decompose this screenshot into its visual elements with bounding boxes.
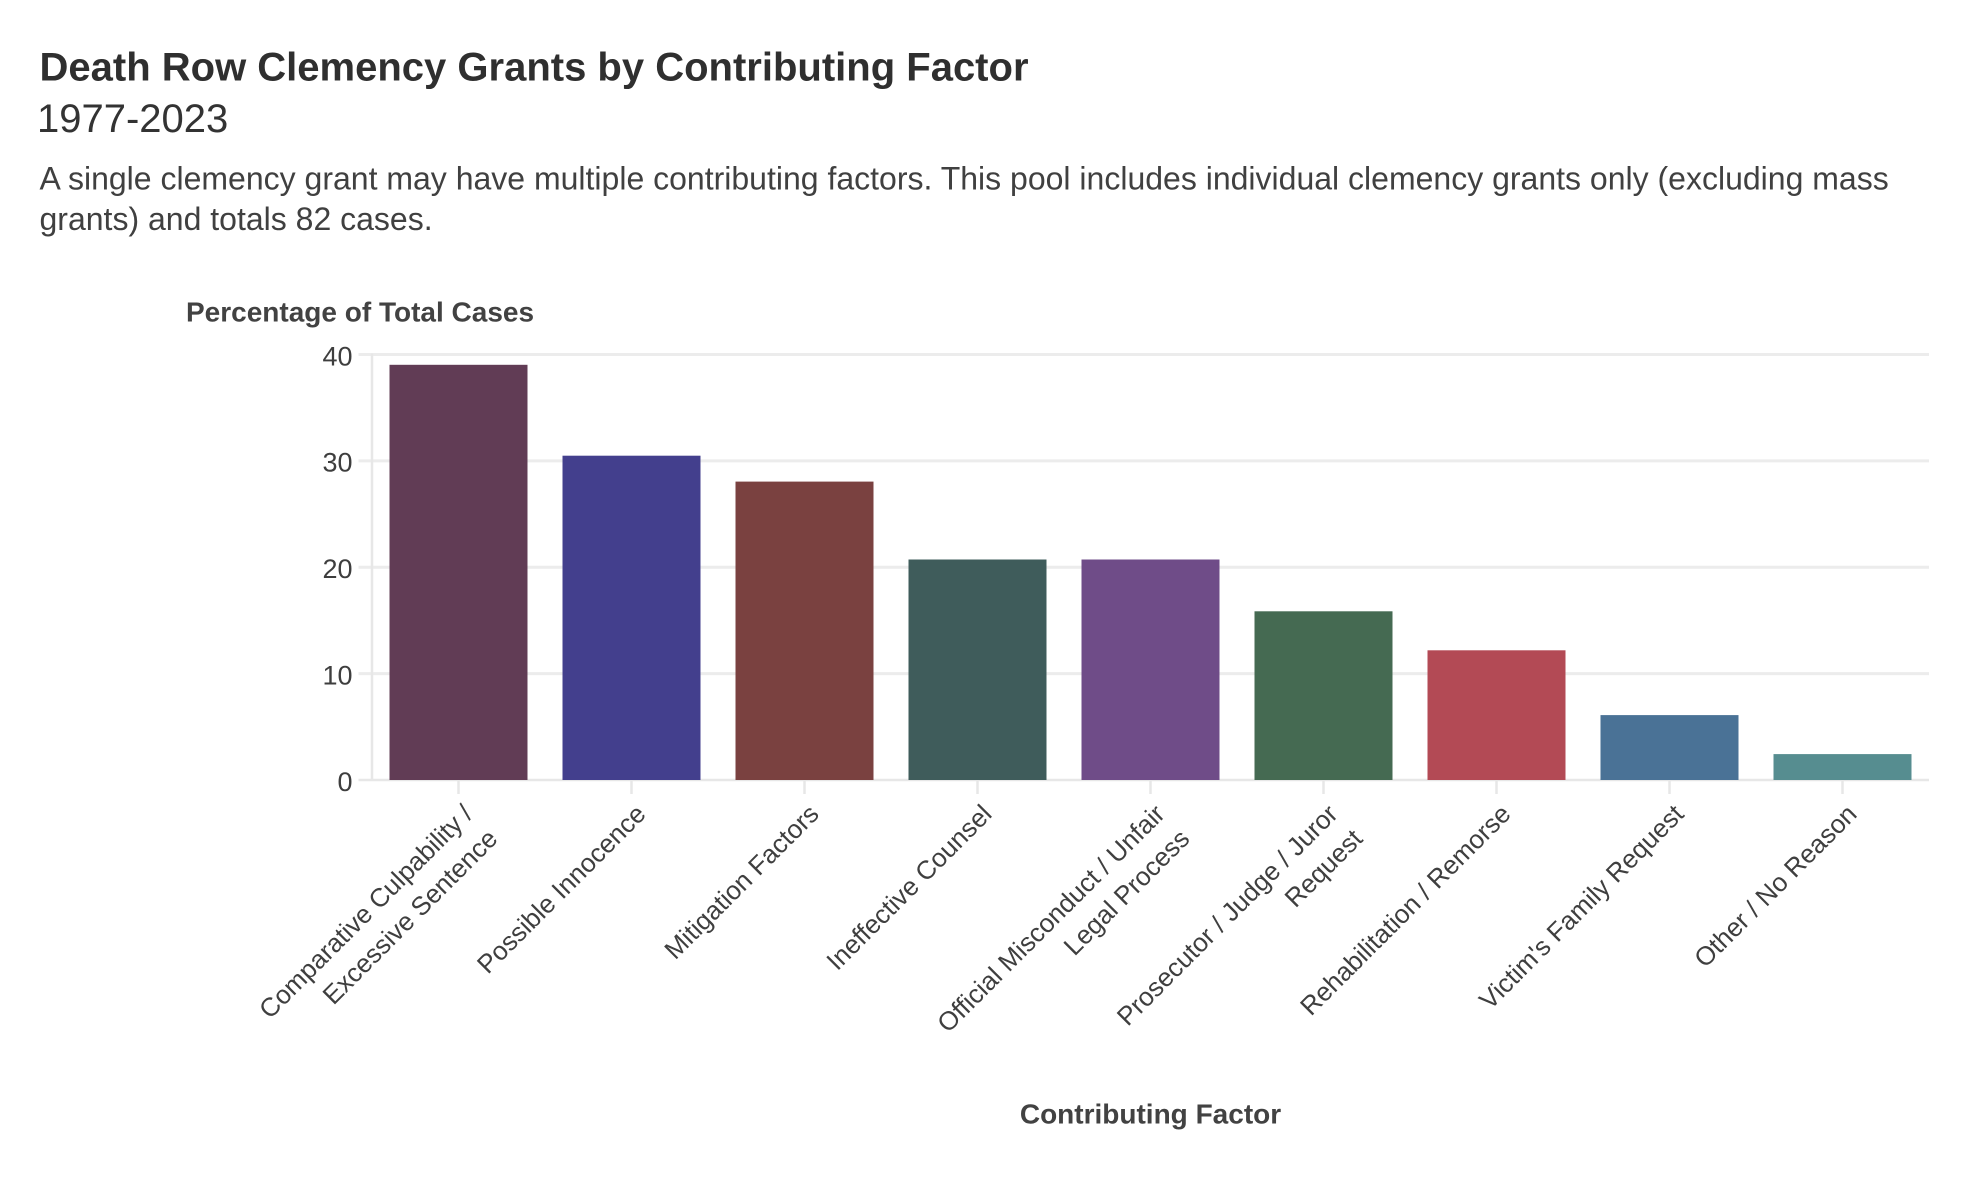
svg-text:Percentage of Total Cases: Percentage of Total Cases: [186, 296, 534, 327]
svg-text:20: 20: [322, 554, 352, 584]
svg-text:30: 30: [322, 448, 352, 478]
svg-text:10: 10: [322, 660, 352, 690]
svg-text:grants) and totals 82 cases.: grants) and totals 82 cases.: [40, 201, 433, 237]
svg-text:40: 40: [322, 341, 352, 371]
svg-text:A single clemency grant may ha: A single clemency grant may have multipl…: [40, 160, 1889, 196]
svg-text:Death Row Clemency Grants by C: Death Row Clemency Grants by Contributin…: [40, 45, 1029, 89]
svg-text:0: 0: [337, 767, 352, 797]
svg-text:Contributing Factor: Contributing Factor: [1020, 1098, 1281, 1129]
svg-text:1977-2023: 1977-2023: [37, 97, 228, 141]
